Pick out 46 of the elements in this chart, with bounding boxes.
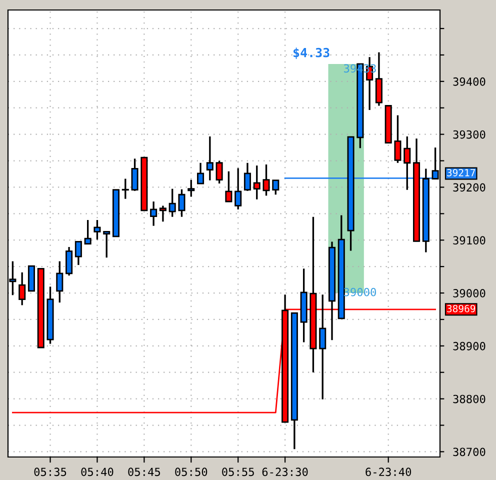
x-tick-label: 05:35 — [34, 468, 66, 476]
candlestick — [103, 230, 110, 258]
candlestick — [234, 167, 242, 210]
candlestick — [197, 162, 204, 184]
candlestick — [94, 219, 101, 240]
band-label: $4.33 — [293, 48, 330, 59]
candlestick — [84, 219, 92, 245]
y-tick-label: 39100 — [453, 236, 486, 245]
y-tick-label: 39400 — [453, 77, 486, 86]
x-tick-label: 05:50 — [175, 468, 208, 476]
x-tick-label: 05:45 — [128, 468, 160, 476]
candlestick — [150, 200, 158, 227]
candlestick — [394, 114, 402, 164]
text: 38969 — [447, 304, 476, 312]
candlestick — [272, 180, 280, 196]
candlestick — [74, 240, 82, 266]
candlestick — [159, 204, 166, 222]
candlestick — [262, 164, 270, 197]
candlestick — [56, 260, 64, 304]
candlestick — [319, 294, 326, 400]
candlestick — [253, 164, 260, 200]
candlestick — [122, 178, 129, 200]
candlestick — [375, 51, 382, 107]
y-tick-label: 38900 — [453, 342, 486, 350]
y-tick-label: 38800 — [453, 394, 486, 404]
x-tick-label: 05:40 — [81, 468, 114, 476]
candlestick — [18, 272, 26, 306]
candlestick — [188, 178, 195, 198]
annotation: 39433 — [344, 64, 376, 73]
candlestick — [404, 136, 411, 191]
text: 39217 — [447, 168, 476, 176]
y-tick-label: 39000 — [453, 289, 486, 298]
candlestick — [206, 136, 214, 182]
candlestick — [225, 170, 232, 202]
candlestick — [216, 160, 223, 184]
y-tick-label: 38700 — [453, 448, 486, 456]
candlestick — [244, 162, 251, 192]
y-tick-label: 39200 — [453, 183, 486, 192]
candlestick — [178, 188, 186, 218]
x-tick-label: 6-23:40 — [366, 468, 412, 476]
x-tick-label: 05:55 — [222, 468, 254, 476]
candlestick — [66, 246, 73, 276]
y-tick-label: 39300 — [453, 130, 486, 139]
candlestick — [168, 188, 176, 218]
candlestick — [131, 158, 138, 192]
x-tick-label: 6-23:30 — [262, 468, 308, 476]
